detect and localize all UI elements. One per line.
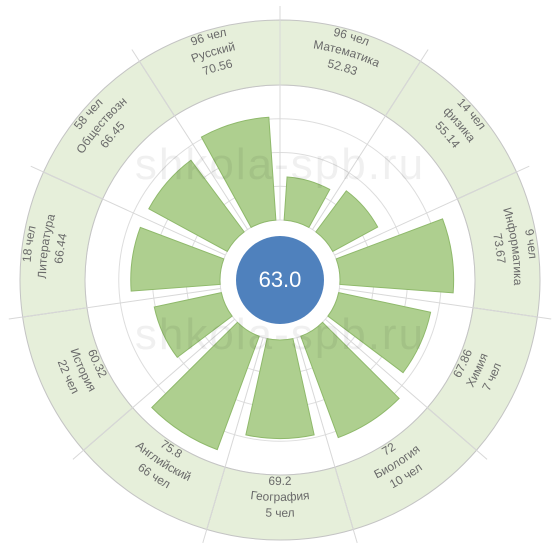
segment-label: География (250, 488, 310, 504)
radial-chart: 96 челМатематика52.8314 челфизика55.149 … (0, 0, 560, 560)
bar-0 (284, 177, 330, 227)
segment-label: 5 чел (265, 506, 295, 520)
bar-1 (316, 191, 378, 252)
center-value: 63.0 (259, 267, 302, 292)
bar-5 (246, 339, 314, 439)
segment-label: 69.2 (268, 474, 292, 488)
